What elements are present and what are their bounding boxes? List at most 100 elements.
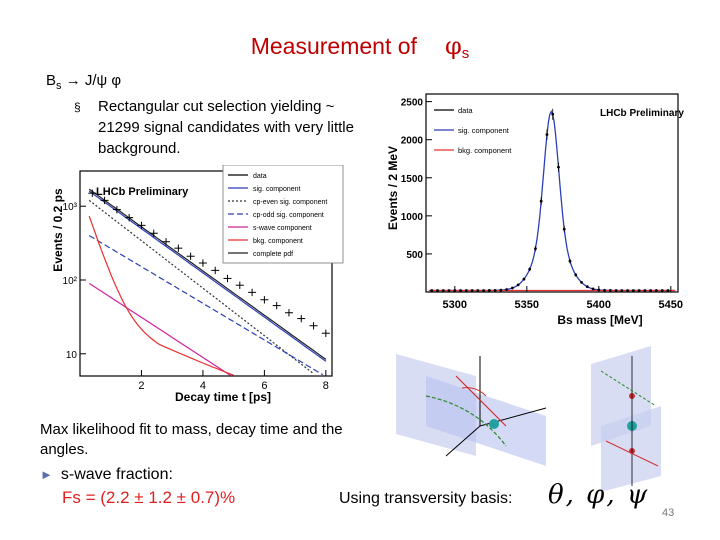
title-subscript: s [461,45,470,62]
mass-data-point [430,289,434,292]
mass-plot-ylabel: Events / 2 MeV [386,146,400,230]
decay-channel: Bs → J/ψ φ [46,72,121,92]
mass-data-point [470,289,474,292]
data-point [198,259,207,267]
y-tick-label: 10³ [63,202,78,213]
mass-data-point [591,287,595,291]
fit-description: Max likelihood fit to mass, decay time a… [40,421,343,458]
legend-entry: cp-odd sig. component [253,212,324,219]
data-point [309,322,318,330]
y-tick-label: 2000 [401,136,424,147]
data-point [112,205,121,214]
decay-time-plot: LHCb Preliminary 2 4 6 8 10 10² 10³ Decay tim… [51,165,344,404]
bullet-marker: § [74,100,81,114]
data-point [88,189,97,197]
mass-plot: 5300 5350 5400 5450 500 1000 1500 2000 2500 LHC… [386,93,684,327]
page-number: 43 [662,507,675,519]
mass-data-point [666,289,670,292]
data-point [272,301,281,310]
mass-data-point [643,289,647,292]
mass-data-point [614,289,618,292]
swave-item: ► s-wave fraction: [40,466,173,484]
axis-y [445,425,481,457]
y-tick-label: 1000 [401,212,424,223]
data-point [137,221,146,230]
data-point [297,314,306,323]
mass-data-point [608,289,612,292]
mass-data-point [534,245,537,252]
muon-track-right [600,370,657,407]
x-tick-label: 5300 [443,299,467,311]
mass-data-point [568,258,572,264]
kaon-track-right [605,440,659,467]
mass-data-point [557,162,560,172]
mass-data-point [441,289,445,292]
title-text: Measurement of [250,33,417,59]
mass-data-point [637,289,641,292]
mass-data-point [482,289,485,292]
x-tick-label: 5350 [515,299,539,311]
mass-data-point [511,286,514,290]
decay-s: s [56,80,62,92]
mass-data-point [487,289,491,292]
x-tick-label: 6 [261,380,267,392]
bullet-text: Rectangular cut selection yielding ~ 212… [98,98,354,157]
mass-data-point [459,289,462,292]
x-tick-label: 5450 [659,299,683,311]
swave-curve [88,282,231,377]
mass-plot-xlabel: Bs mass [MeV] [557,313,642,327]
title-phi: φ [444,32,462,60]
legend-entry: sig. component [458,126,510,135]
mass-data-point [649,289,653,292]
legend-entry: bkg. component [458,146,512,155]
mass-data-point [436,289,439,292]
mass-data-point [551,108,555,120]
bs-vertex [489,419,499,429]
basis-text: Using transversity basis: [339,490,513,507]
legend-entry: complete pdf [253,251,293,258]
mass-data-point [545,129,549,140]
mass-data-point [505,288,509,291]
mass-data-point [516,283,520,287]
fs-value: Fs = (2.2 ± 1.2 ± 0.7)% [62,488,236,507]
slide-title: Measurement of φs [0,32,720,62]
mass-data-point [574,273,578,277]
data-point [235,281,244,289]
data-point [284,309,293,317]
data-point [211,266,220,275]
bullet-item: § Rectangular cut selection yielding ~ 2… [74,96,374,159]
mass-data-point [493,288,497,292]
legend-entry: bkg. component [253,238,303,245]
transversity-diagram [396,346,661,492]
mass-data-point [476,289,480,292]
mass-plot-frame [425,93,679,293]
data-point [100,196,109,205]
data-point [248,288,257,297]
kaon-track [455,375,507,427]
data-point [125,214,134,222]
triangle-bullet-icon: ► [40,467,53,482]
time-plot-ylabel: Events / 0.2 ps [51,188,65,272]
y-tick-label: 10² [63,276,78,287]
cp-odd-curve [88,235,324,376]
mass-data-point [660,289,664,292]
data-point [174,244,183,252]
legend-entry: cp-even sig. component [253,199,327,206]
mass-data-point [522,277,526,281]
bkg-curve [88,215,234,376]
mass-data-point [585,285,589,289]
mass-data-point [562,225,566,233]
legend-entry: data [458,106,473,115]
data-point [321,329,330,337]
cp-even-curve [88,199,314,375]
y-tick-label: 10 [66,350,78,361]
data-point [186,252,195,260]
mass-data-point [620,289,624,292]
mass-plot-preliminary: LHCb Preliminary [600,108,684,119]
time-plot-preliminary: LHCb Preliminary [96,186,189,198]
x-tick-label: 5400 [587,299,611,311]
mass-data-point [499,288,503,292]
y-tick-label: 2500 [401,98,424,109]
theta-arc [461,387,487,397]
mass-data-point [603,288,606,292]
